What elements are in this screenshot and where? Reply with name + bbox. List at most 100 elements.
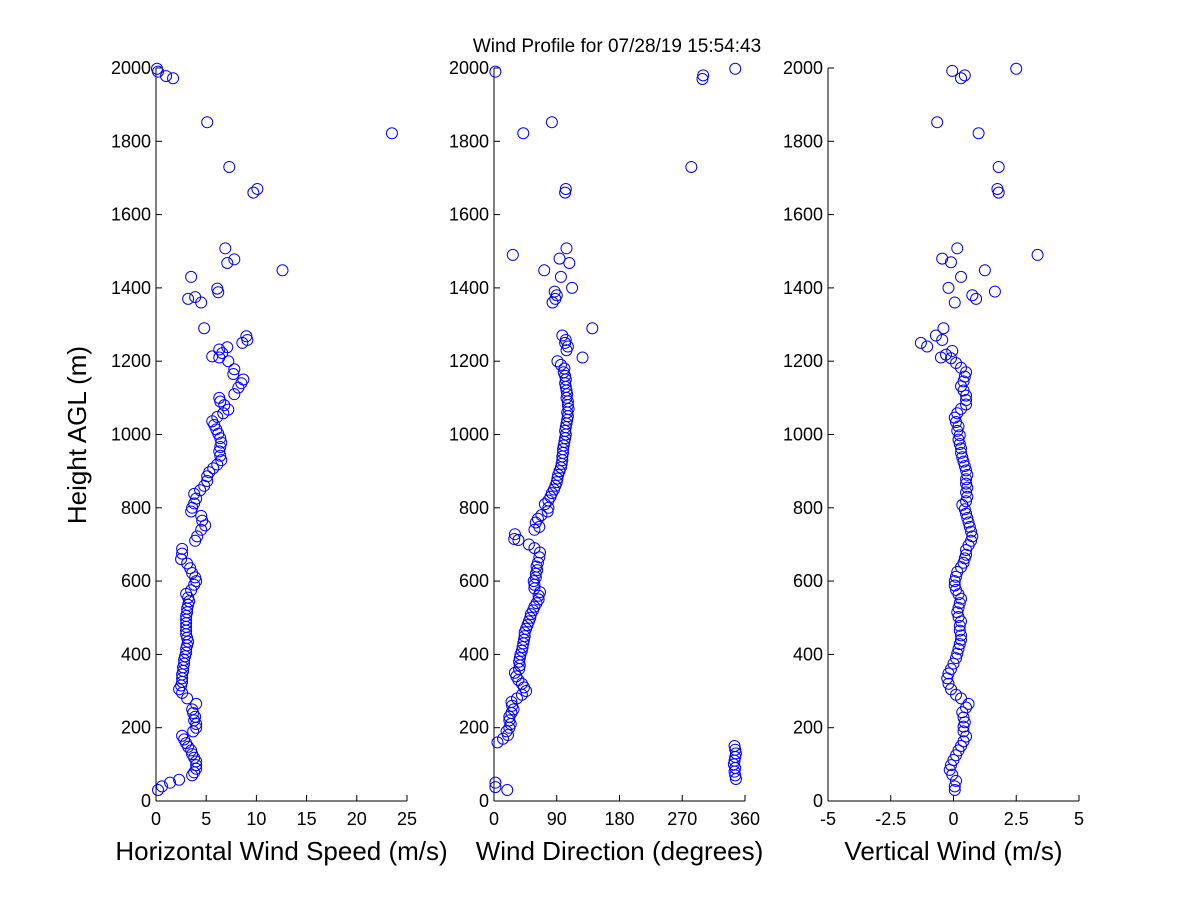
data-point xyxy=(251,182,264,195)
data-point xyxy=(531,512,544,525)
data-point xyxy=(962,516,975,529)
y-tick-label: 600 xyxy=(459,571,489,591)
data-point xyxy=(506,248,519,261)
data-point xyxy=(195,523,208,536)
data-point xyxy=(956,451,969,464)
data-point xyxy=(586,322,599,335)
data-point xyxy=(950,583,963,596)
data-point xyxy=(955,442,968,455)
data-point xyxy=(958,460,971,473)
x-tick-label: -5 xyxy=(820,809,836,829)
data-point xyxy=(508,532,521,545)
data-point xyxy=(215,436,228,449)
data-point xyxy=(553,252,566,265)
x-tick-label: 20 xyxy=(347,809,367,829)
data-point xyxy=(952,601,965,614)
data-point xyxy=(729,743,742,756)
data-point xyxy=(944,663,957,676)
data-point xyxy=(195,509,208,522)
data-point xyxy=(190,697,203,710)
data-point xyxy=(1010,62,1023,75)
data-point xyxy=(522,538,535,551)
data-point xyxy=(503,714,516,727)
data-point xyxy=(221,341,234,354)
data-point xyxy=(576,351,589,364)
data-point xyxy=(513,652,526,665)
data-point xyxy=(970,292,983,305)
data-point xyxy=(953,597,966,610)
data-point xyxy=(188,487,201,500)
data-point xyxy=(501,784,514,797)
data-point xyxy=(936,333,949,346)
y-tick-label: 1200 xyxy=(449,351,489,371)
data-point xyxy=(957,720,970,733)
y-tick-label: 400 xyxy=(121,644,151,664)
y-tick-label: 200 xyxy=(793,718,823,738)
data-point xyxy=(550,476,563,489)
data-point xyxy=(728,740,741,753)
x-tick-label: 180 xyxy=(604,809,634,829)
x-tick-label: 0 xyxy=(151,809,161,829)
data-point xyxy=(961,490,974,503)
data-point xyxy=(952,433,965,446)
data-point xyxy=(201,475,214,488)
y-tick-label: 600 xyxy=(793,571,823,591)
data-point xyxy=(185,270,198,283)
data-point xyxy=(240,330,253,343)
x-axis-label: Horizontal Wind Speed (m/s) xyxy=(115,836,447,866)
data-point xyxy=(952,611,965,624)
data-point xyxy=(203,466,216,479)
data-point xyxy=(961,512,974,525)
y-tick-label: 200 xyxy=(121,718,151,738)
data-point xyxy=(524,611,537,624)
data-point xyxy=(531,564,544,577)
x-axis-label: Vertical Wind (m/s) xyxy=(844,836,1062,866)
data-point xyxy=(182,635,195,648)
data-point xyxy=(228,363,241,376)
data-point xyxy=(965,525,978,538)
data-point xyxy=(191,530,204,543)
data-point xyxy=(950,570,963,583)
y-tick-label: 1200 xyxy=(783,351,823,371)
data-point xyxy=(160,70,173,83)
data-point xyxy=(960,486,973,499)
data-point xyxy=(950,774,963,787)
data-point xyxy=(556,329,569,342)
y-tick-label: 0 xyxy=(141,791,151,811)
y-tick-label: 2000 xyxy=(783,58,823,78)
data-point xyxy=(966,530,979,543)
data-point xyxy=(518,630,531,643)
data-point xyxy=(221,256,234,269)
data-point xyxy=(237,373,250,386)
x-tick-label: -2.5 xyxy=(875,809,906,829)
data-point xyxy=(955,446,968,459)
y-tick-label: 1600 xyxy=(783,205,823,225)
data-point xyxy=(207,462,220,475)
data-point xyxy=(729,747,742,760)
data-point xyxy=(953,438,966,451)
data-point xyxy=(222,403,235,416)
y-tick-label: 800 xyxy=(121,498,151,518)
y-axis-label: Height AGL (m) xyxy=(62,346,92,524)
data-point xyxy=(697,69,710,82)
data-point xyxy=(951,647,964,660)
x-tick-label: 360 xyxy=(730,809,760,829)
y-tick-label: 1600 xyxy=(449,205,489,225)
data-point xyxy=(176,547,189,560)
y-tick-label: 1800 xyxy=(111,131,151,151)
data-point xyxy=(223,160,236,173)
data-point xyxy=(512,534,525,547)
data-point xyxy=(548,285,561,298)
data-point xyxy=(960,473,973,486)
data-point xyxy=(176,729,189,742)
x-tick-label: 15 xyxy=(297,809,317,829)
data-point xyxy=(966,289,979,302)
x-tick-label: 5 xyxy=(201,809,211,829)
data-point xyxy=(950,416,963,429)
data-point xyxy=(972,127,985,140)
data-point xyxy=(201,116,214,129)
y-tick-label: 400 xyxy=(459,644,489,664)
data-point xyxy=(508,528,521,541)
y-tick-label: 400 xyxy=(793,644,823,664)
data-point xyxy=(944,683,957,696)
